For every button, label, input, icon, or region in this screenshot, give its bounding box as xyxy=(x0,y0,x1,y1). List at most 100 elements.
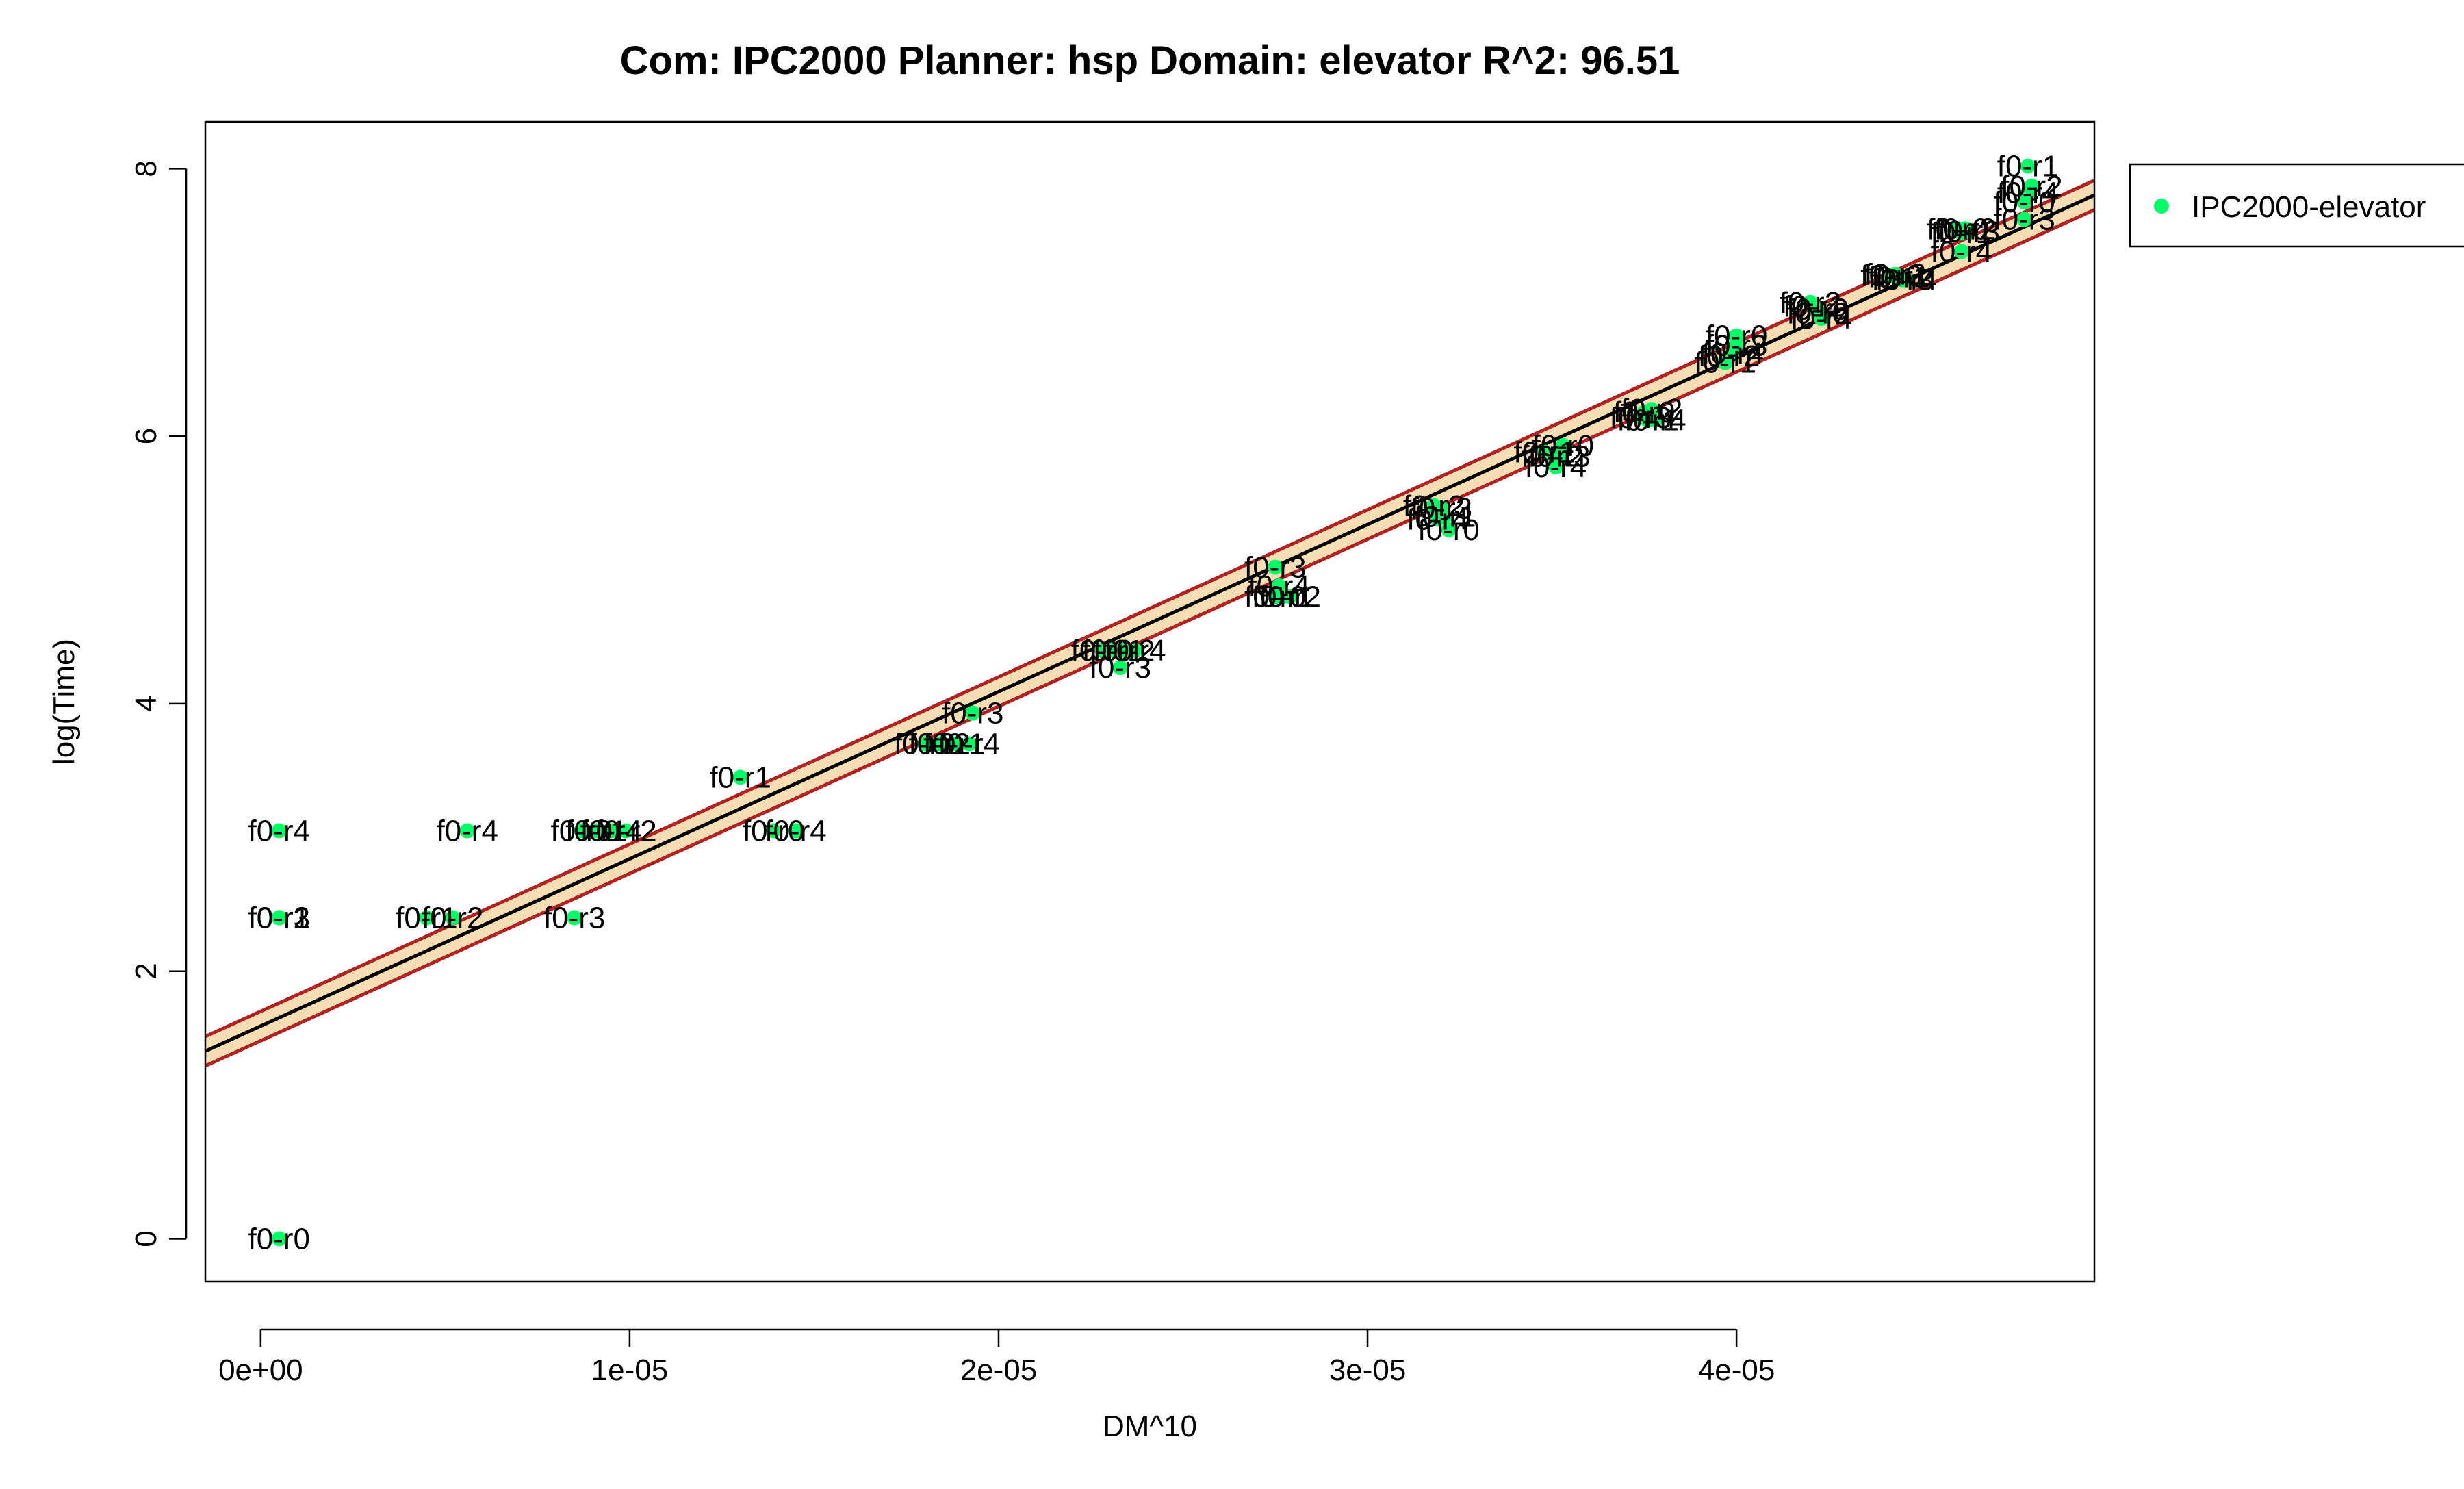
data-point xyxy=(917,736,933,752)
point-label: f0-r0 xyxy=(1786,296,1848,330)
point-label: f0-r4 xyxy=(1931,236,1992,269)
point-label: f0-r0 xyxy=(248,1223,310,1256)
point-label: f0-r4 xyxy=(580,815,642,848)
point-label: f0-r2 xyxy=(1521,440,1582,474)
data-point xyxy=(788,823,804,839)
point-label: f0-r3 xyxy=(1938,215,1999,249)
data-point xyxy=(1112,660,1128,676)
point-label: f0-r4 xyxy=(1997,177,2059,210)
data-point xyxy=(965,705,981,721)
x-tick-label: 1e-05 xyxy=(591,1353,669,1387)
point-label: f0-r3 xyxy=(1528,440,1590,474)
data-point xyxy=(618,823,634,839)
point-label: f0-r0 xyxy=(1706,320,1767,353)
data-point xyxy=(271,823,287,839)
data-point xyxy=(947,736,962,752)
point-label: f0-r2 xyxy=(1780,286,1841,320)
data-point xyxy=(604,823,619,839)
point-label: f0-r2 xyxy=(595,815,656,848)
point-labels-layer: f0-r0f0-r1f0-r2f0-r3f0-r4f0-r1f0-r2f0-r4… xyxy=(248,150,2063,1256)
point-label: f0-r1 xyxy=(1997,150,2059,183)
point-label: f0-r1 xyxy=(1082,634,1144,667)
data-point xyxy=(1647,412,1663,428)
point-label: f0-r1 xyxy=(1414,500,1476,533)
point-label: f0-r3 xyxy=(942,697,1003,730)
data-point xyxy=(1548,459,1563,475)
y-axis: 0 2 4 6 8 xyxy=(129,160,188,1247)
point-label: f0-r3 xyxy=(1786,293,1848,327)
point-label: f0-r3 xyxy=(543,902,605,935)
data-point xyxy=(766,823,782,839)
point-label: f0-r4 xyxy=(765,815,826,848)
point-label: f0-r1 xyxy=(1252,581,1313,614)
point-label: f0-r4 xyxy=(1624,404,1686,437)
data-point xyxy=(1961,224,1977,240)
point-label: f0-r3 xyxy=(1706,329,1767,362)
data-point xyxy=(1437,509,1453,524)
data-point xyxy=(732,769,748,785)
point-label: f0-r4 xyxy=(1248,570,1309,603)
point-label: f0-r2 xyxy=(2001,170,2062,203)
chart-title: Com: IPC2000 Planner: hsp Domain: elevat… xyxy=(620,38,1680,83)
point-label: f0-r4 xyxy=(436,815,498,848)
point-label: f0-r3 xyxy=(1610,401,1671,435)
point-label: f0-r0 xyxy=(1071,634,1133,667)
point-label: f0-r4 xyxy=(1104,634,1166,667)
point-label: f0-r3 xyxy=(1993,203,2055,237)
point-label: f0-r3 xyxy=(1244,551,1306,585)
point-label: f0-r0 xyxy=(743,815,804,848)
point-label: f0-r0 xyxy=(1417,513,1479,547)
data-point xyxy=(445,910,461,926)
point-label: f0-r2 xyxy=(1093,634,1155,667)
y-axis-label: log(Time) xyxy=(47,639,81,765)
point-label: f0-r1 xyxy=(1514,436,1576,470)
x-tick-label: 4e-05 xyxy=(1698,1353,1775,1387)
data-point xyxy=(1116,642,1132,658)
data-point xyxy=(567,910,582,926)
point-label: f0-r1 xyxy=(1617,404,1678,437)
point-label: f0-r0 xyxy=(1993,186,2055,219)
point-label: f0-r2 xyxy=(1403,489,1465,523)
plot-frame xyxy=(204,120,2096,1283)
point-label: f0-r1 xyxy=(396,902,457,935)
legend-box xyxy=(2129,163,2464,248)
data-point xyxy=(419,910,435,926)
data-point xyxy=(2016,194,2032,210)
point-label: f0-r2 xyxy=(1259,581,1321,614)
data-point xyxy=(1268,559,1283,575)
data-point xyxy=(961,736,977,752)
point-label: f0-r1 xyxy=(1868,261,1929,294)
point-label: f0-r2 xyxy=(1864,258,1926,292)
point-label: f0-r2 xyxy=(1934,212,1996,246)
y-tick-label: 8 xyxy=(129,160,163,177)
y-tick-label: 0 xyxy=(129,1230,163,1247)
point-label: f0-r1 xyxy=(923,728,985,761)
data-point xyxy=(589,823,604,839)
point-label: f0-r0 xyxy=(1927,212,1988,246)
point-label: f0-r3 xyxy=(1871,264,1933,297)
point-label: f0-r0 xyxy=(1613,396,1675,429)
point-label: f0-r4 xyxy=(1525,450,1587,484)
data-point xyxy=(271,910,287,926)
x-axis: 0e+00 1e-05 2e-05 3e-05 4e-05 xyxy=(218,1328,1775,1387)
data-point xyxy=(1810,305,1825,321)
data-point xyxy=(1282,589,1298,604)
point-label: f0-r3 xyxy=(248,902,310,935)
point-label: f0-r4 xyxy=(938,728,1000,761)
data-point xyxy=(574,823,589,839)
point-label: f0-r0 xyxy=(894,728,955,761)
data-point xyxy=(1105,642,1121,658)
point-label: f0-r0 xyxy=(1532,429,1594,463)
y-tick-label: 6 xyxy=(129,428,163,444)
point-label: f0-r3 xyxy=(1411,492,1472,526)
point-label: f0-r4 xyxy=(1791,302,1852,335)
x-axis-label: DM^10 xyxy=(1103,1410,1197,1443)
point-label: f0-r2 xyxy=(422,902,483,935)
point-label: f0-r2 xyxy=(1621,393,1682,427)
legend-marker xyxy=(2154,199,2169,214)
data-point xyxy=(1127,642,1143,658)
point-label: f0-r2 xyxy=(908,728,970,761)
data-point xyxy=(1094,642,1109,658)
